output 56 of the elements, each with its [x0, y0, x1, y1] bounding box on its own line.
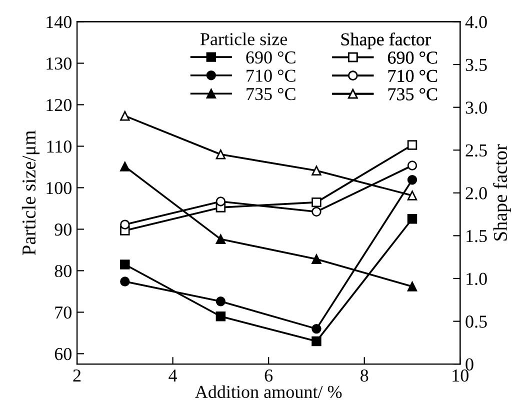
y-tick-label: 100: [46, 182, 72, 194]
point: [407, 174, 418, 185]
y-tick-label: 70: [55, 306, 72, 319]
point: [312, 206, 322, 217]
point: [120, 111, 130, 121]
x-tick-label: 10: [452, 369, 468, 382]
y-tick-label: 130: [46, 57, 72, 70]
point: [216, 296, 226, 306]
point: [120, 220, 130, 230]
x-tick-label: 4: [168, 370, 178, 382]
point: [407, 190, 418, 200]
text: Particle size: [200, 32, 288, 46]
y-axis-title: Particle size/μm: [22, 130, 40, 256]
point: [407, 282, 418, 292]
point: [312, 166, 322, 176]
legend-label: 735 °C: [388, 88, 438, 100]
y2-tick-label: 3.0: [466, 102, 487, 114]
point: [216, 150, 226, 160]
y-tick-label: 140: [46, 16, 72, 28]
point: [312, 197, 322, 208]
point: [407, 140, 418, 150]
legend-label: 690 °C: [388, 52, 438, 64]
text: Shape factor: [341, 32, 431, 50]
legend-label: 690 °C: [246, 51, 296, 64]
legend-label: 735 °C: [246, 88, 296, 100]
x-tick-label: 8: [360, 369, 368, 382]
y-tick-label: 60: [54, 348, 72, 360]
y2-tick-label: 3.5: [466, 58, 487, 72]
y-tick-label: 120: [46, 98, 72, 112]
point: [216, 234, 226, 244]
legend-label: 710 °C: [246, 70, 296, 82]
y2-tick-label: 0: [466, 358, 474, 371]
legend-label: 710 °C: [388, 70, 438, 82]
x-tick-label: 6: [264, 370, 273, 382]
point: [407, 160, 418, 170]
point: [120, 276, 130, 286]
y2-tick-label: 4.0: [465, 16, 487, 28]
point: [216, 196, 226, 206]
point: [216, 311, 226, 322]
point: [312, 336, 322, 346]
y2-tick-label: 0.5: [466, 316, 487, 328]
y2-tick-label: 2.5: [466, 144, 487, 157]
point: [120, 260, 130, 270]
y2-tick-label: 2.0: [466, 187, 487, 200]
x-tick-label: 2: [73, 370, 81, 382]
point: [407, 214, 418, 224]
y2-tick-label: 1.0: [466, 272, 487, 286]
point: [120, 162, 130, 172]
y-tick-label: 90: [54, 223, 72, 236]
y-tick-label: 110: [47, 140, 72, 153]
y-tick-label: 80: [54, 264, 72, 278]
y2-tick-label: 1.5: [466, 230, 487, 242]
y2-axis-title: Shape factor: [493, 144, 511, 240]
point: [312, 324, 322, 334]
point: [312, 254, 322, 264]
x-axis-title: Addition amount/ %: [195, 385, 342, 398]
